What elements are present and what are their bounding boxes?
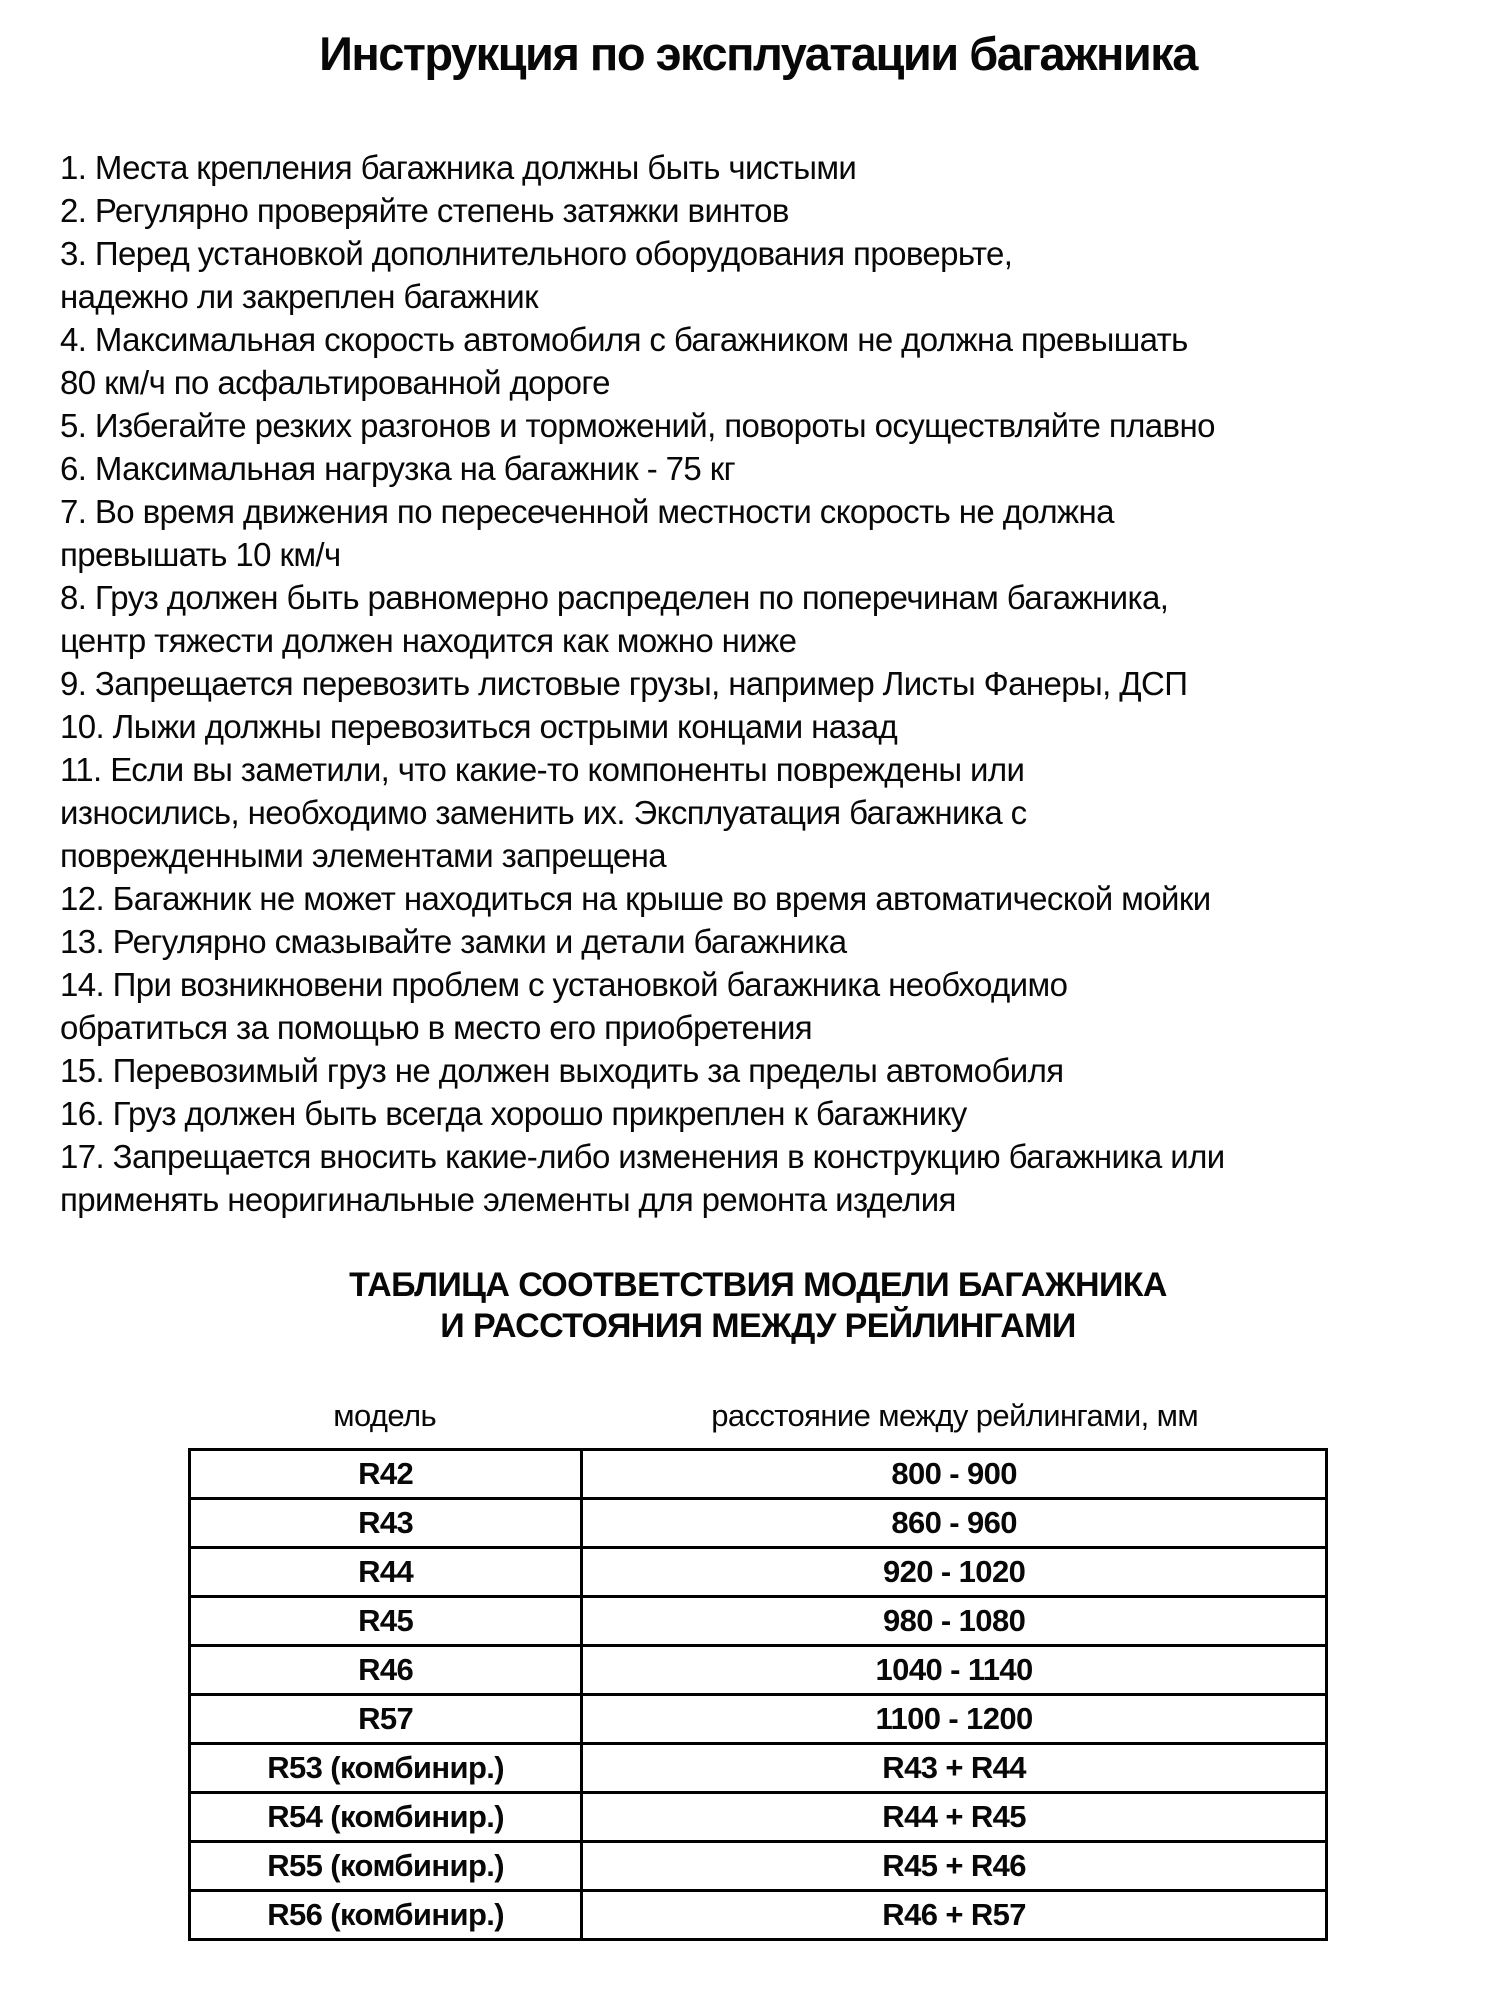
distance-cell: 800 - 900	[580, 1448, 1328, 1500]
instruction-item: 9. Запрещается перевозить листовые грузы…	[60, 665, 1188, 702]
table-row: R42 800 - 900	[187, 1448, 1328, 1500]
column-header-model: модель	[333, 1398, 437, 1433]
compatibility-table-body: R42 800 - 900 R43 860 - 960 R44 920 - 10…	[187, 1448, 1328, 1941]
table-row: R46 1040 - 1140	[187, 1644, 1328, 1696]
distance-cell: R46 + R57	[580, 1889, 1328, 1941]
instruction-list: 1. Места крепления багажника должны быть…	[60, 146, 1456, 1221]
table-row: R43 860 - 960	[187, 1497, 1328, 1549]
table-row: R57 1100 - 1200	[187, 1693, 1328, 1745]
table-row: R54 (комбинир.) R44 + R45	[187, 1791, 1328, 1843]
instruction-item: 11. Если вы заметили, что какие-то компо…	[60, 751, 1027, 874]
distance-cell: R44 + R45	[580, 1791, 1328, 1843]
table-row: R45 980 - 1080	[187, 1595, 1328, 1647]
table-row: R56 (комбинир.) R46 + R57	[187, 1889, 1328, 1941]
model-cell: R45	[187, 1595, 584, 1647]
instruction-item: 14. При возникновени проблем с установко…	[60, 966, 1068, 1046]
instruction-item: 8. Груз должен быть равномерно распредел…	[60, 579, 1169, 659]
instruction-item: 5. Избегайте резких разгонов и торможени…	[60, 407, 1215, 444]
distance-cell: 1040 - 1140	[580, 1644, 1328, 1696]
instruction-item: 17. Запрещается вносить какие-либо измен…	[60, 1138, 1225, 1218]
model-cell: R56 (комбинир.)	[187, 1889, 584, 1941]
instruction-item: 13. Регулярно смазывайте замки и детали …	[60, 923, 847, 960]
model-cell: R54 (комбинир.)	[187, 1791, 584, 1843]
distance-cell: 920 - 1020	[580, 1546, 1328, 1598]
instruction-item: 10. Лыжи должны перевозиться острыми кон…	[60, 708, 898, 745]
table-column-headers: модель расстояние между рейлингами, мм	[188, 1397, 1328, 1434]
model-cell: R43	[187, 1497, 584, 1549]
page-title: Инструкция по эксплуатации багажника	[319, 27, 1198, 80]
instruction-item: 6. Максимальная нагрузка на багажник - 7…	[60, 450, 736, 487]
column-header-distance: расстояние между рейлингами, мм	[711, 1398, 1199, 1433]
compatibility-table: R42 800 - 900 R43 860 - 960 R44 920 - 10…	[187, 1448, 1328, 1941]
distance-cell: 1100 - 1200	[580, 1693, 1328, 1745]
distance-cell: R43 + R44	[580, 1742, 1328, 1794]
instruction-item: 7. Во время движения по пересеченной мес…	[60, 493, 1114, 573]
distance-cell: 980 - 1080	[580, 1595, 1328, 1647]
table-row: R44 920 - 1020	[187, 1546, 1328, 1598]
table-row: R53 (комбинир.) R43 + R44	[187, 1742, 1328, 1794]
instruction-item: 1. Места крепления багажника должны быть…	[60, 149, 857, 186]
model-cell: R42	[187, 1448, 584, 1500]
instruction-item: 4. Максимальная скорость автомобиля с ба…	[60, 321, 1188, 401]
instruction-item: 15. Перевозимый груз не должен выходить …	[60, 1052, 1064, 1089]
instruction-item: 3. Перед установкой дополнительного обор…	[60, 235, 1013, 315]
distance-cell: R45 + R46	[580, 1840, 1328, 1892]
model-cell: R44	[187, 1546, 584, 1598]
distance-cell: 860 - 960	[580, 1497, 1328, 1549]
table-section-heading: ТАБЛИЦА СООТВЕТСТВИЯ МОДЕЛИ БАГАЖНИКА И …	[349, 1266, 1167, 1345]
instruction-item: 12. Багажник не может находиться на крыш…	[60, 880, 1211, 917]
table-row: R55 (комбинир.) R45 + R46	[187, 1840, 1328, 1892]
instruction-item: 2. Регулярно проверяйте степень затяжки …	[60, 192, 789, 229]
model-cell: R57	[187, 1693, 584, 1745]
instruction-item: 16. Груз должен быть всегда хорошо прикр…	[60, 1095, 967, 1132]
model-cell: R53 (комбинир.)	[187, 1742, 584, 1794]
model-cell: R46	[187, 1644, 584, 1696]
model-cell: R55 (комбинир.)	[187, 1840, 584, 1892]
